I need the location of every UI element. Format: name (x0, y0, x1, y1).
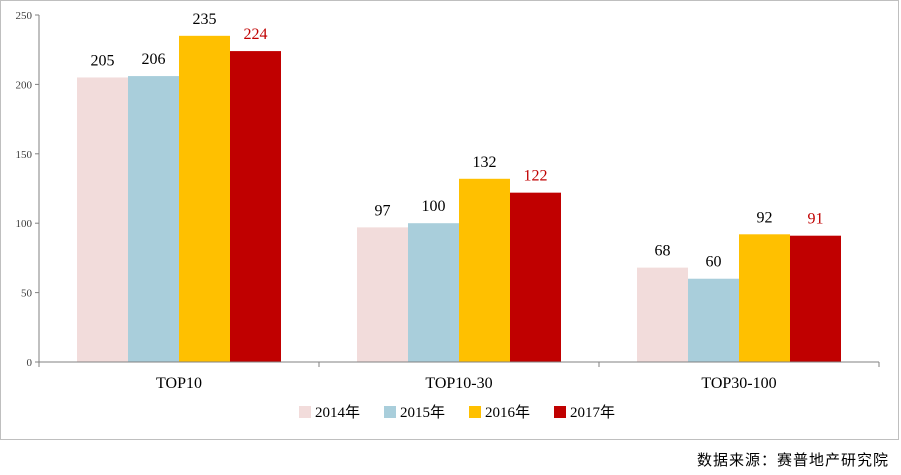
legend-swatch (469, 406, 481, 418)
data-label: 68 (655, 243, 671, 260)
x-category-label: TOP10-30 (425, 375, 492, 392)
bar (790, 235, 841, 362)
bar (230, 51, 281, 362)
bars: 205 206 235 224 97 100 132 122 68 60 92 91 (77, 11, 841, 363)
data-label: 91 (808, 211, 824, 228)
data-label: 224 (244, 26, 268, 43)
legend-label: 2014年 (315, 404, 360, 421)
x-category-label: TOP30-100 (701, 375, 776, 392)
y-axis: 0 50 100 150 200 250 (16, 10, 40, 369)
legend-swatch (554, 406, 566, 418)
bar (357, 227, 408, 362)
data-label: 206 (142, 51, 166, 68)
y-tick-label: 100 (16, 218, 33, 230)
bar (510, 192, 561, 362)
legend-label: 2015年 (400, 404, 445, 421)
data-label: 97 (375, 202, 391, 219)
legend-swatch (299, 406, 311, 418)
data-label: 100 (422, 198, 446, 215)
bar (77, 77, 128, 363)
data-label: 92 (757, 209, 773, 226)
bar (179, 35, 230, 362)
legend-swatch (384, 406, 396, 418)
bar (408, 223, 459, 362)
y-tick-label: 50 (21, 288, 33, 300)
y-tick-label: 250 (16, 10, 33, 22)
bar (637, 267, 688, 362)
source-note: 数据来源：赛普地产研究院 (696, 451, 889, 469)
bar (688, 278, 739, 362)
y-tick-label: 0 (27, 357, 33, 369)
data-label: 132 (473, 154, 497, 171)
legend-label: 2016年 (485, 404, 530, 421)
bar (459, 178, 510, 362)
legend-label: 2017年 (570, 404, 615, 421)
data-label: 235 (193, 11, 217, 28)
legend: 2014年 2015年 2016年 2017年 (299, 404, 615, 421)
bar (739, 234, 790, 362)
chart-frame: 0 50 100 150 200 250 205 206 235 224 97 100 132 122 6… (0, 0, 899, 440)
y-tick-label: 200 (16, 79, 33, 91)
y-tick-label: 150 (16, 149, 33, 161)
x-axis: TOP10 TOP10-30 TOP30-100 (38, 361, 880, 392)
data-label: 205 (91, 52, 115, 69)
bar-chart: 0 50 100 150 200 250 205 206 235 224 97 100 132 122 6… (16, 10, 880, 421)
x-category-label: TOP10 (156, 375, 202, 392)
bar (128, 76, 179, 363)
data-label: 122 (524, 168, 548, 185)
data-label: 60 (706, 254, 722, 271)
